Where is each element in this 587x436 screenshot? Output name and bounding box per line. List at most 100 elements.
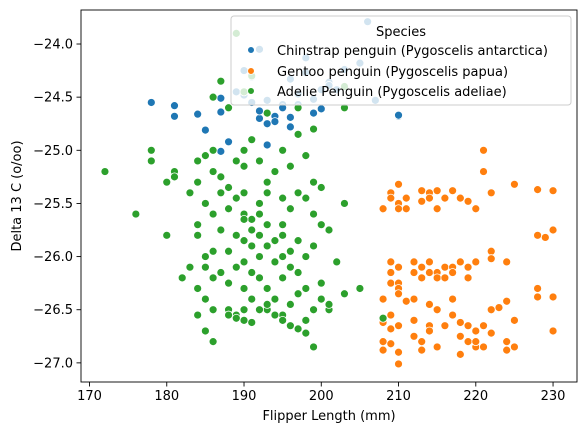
point-gentoo-63	[417, 337, 427, 347]
axes-layer: 170 180 190 200 210 220 230 −27.0 −26.5 −26.0 −25.…	[33, 9, 578, 404]
point-adelie-70	[255, 273, 264, 283]
point-gentoo-58	[394, 289, 403, 299]
point-adelie-83	[285, 262, 295, 272]
point-adelie-63	[239, 305, 249, 315]
point-gentoo-101	[502, 345, 512, 355]
point-adelie-122	[239, 315, 249, 325]
point-gentoo-10	[417, 196, 427, 206]
point-gentoo-25	[548, 186, 558, 196]
point-gentoo-2	[386, 257, 396, 267]
point-adelie-110	[185, 188, 195, 198]
point-adelie-97	[340, 289, 349, 299]
point-gentoo-49	[533, 230, 542, 240]
point-gentoo-37	[432, 273, 442, 283]
point-adelie-64	[247, 214, 257, 224]
point-gentoo-71	[455, 318, 465, 327]
point-adelie-99	[193, 310, 203, 320]
point-adelie-45	[200, 252, 210, 261]
point-adelie-128	[285, 321, 295, 331]
point-adelie-65	[247, 241, 257, 251]
point-gentoo-73	[463, 321, 473, 331]
point-adelie-135	[378, 313, 388, 323]
point-adelie-111	[193, 220, 203, 230]
point-adelie-117	[239, 214, 249, 224]
point-gentoo-62	[409, 315, 419, 325]
point-adelie-133	[324, 300, 334, 309]
point-chinstrap-39	[394, 110, 403, 120]
point-adelie-19	[262, 177, 272, 187]
y-tick-label-3: −25.5	[33, 197, 73, 212]
point-adelie-87	[293, 289, 303, 299]
point-chinstrap-12	[255, 114, 264, 123]
point-adelie-11	[208, 145, 218, 155]
point-gentoo-26	[386, 268, 396, 277]
point-adelie-17	[247, 135, 257, 145]
point-gentoo-3	[386, 193, 396, 203]
point-gentoo-35	[425, 257, 434, 267]
point-gentoo-34	[425, 268, 434, 277]
point-adelie-80	[278, 273, 288, 283]
point-adelie-29	[208, 92, 218, 102]
point-adelie-43	[193, 230, 203, 240]
point-gentoo-98	[455, 349, 465, 359]
point-adelie-52	[216, 225, 226, 235]
y-axis-label: Delta 13 C (o/oo)	[10, 140, 25, 251]
point-adelie-109	[316, 220, 326, 230]
point-gentoo-15	[440, 193, 450, 203]
point-gentoo-99	[471, 337, 481, 347]
point-adelie-79	[278, 252, 288, 261]
point-adelie-113	[208, 209, 218, 219]
point-gentoo-94	[409, 331, 419, 341]
point-gentoo-18	[455, 193, 465, 203]
point-gentoo-48	[502, 257, 512, 267]
point-adelie-55	[224, 246, 233, 256]
point-gentoo-60	[401, 296, 411, 306]
point-gentoo-42	[455, 257, 465, 267]
point-gentoo-90	[378, 345, 388, 355]
y-tick-label-2: −26.0	[33, 250, 73, 265]
point-chinstrap-30	[316, 104, 326, 114]
point-gentoo-75	[471, 326, 481, 336]
point-adelie-119	[255, 209, 264, 219]
point-gentoo-30	[409, 257, 419, 267]
legend: Species Chinstrap penguin (Pygoscelis an…	[230, 15, 572, 106]
point-gentoo-82	[502, 337, 512, 347]
x-tick-label-0: 170	[77, 389, 102, 404]
point-gentoo-89	[378, 337, 388, 347]
point-gentoo-41	[448, 268, 458, 277]
point-adelie-89	[301, 284, 311, 293]
point-gentoo-67	[432, 342, 442, 352]
y-tick-label-6: −24.0	[33, 38, 73, 53]
point-adelie-47	[200, 294, 210, 304]
point-adelie-85	[293, 236, 303, 246]
point-adelie-103	[262, 188, 272, 198]
point-gentoo-32	[417, 273, 427, 283]
point-adelie-72	[262, 241, 272, 251]
point-adelie-18	[255, 156, 264, 166]
point-gentoo-78	[486, 305, 496, 315]
point-adelie-15	[239, 145, 249, 155]
point-gentoo-80	[494, 303, 504, 313]
point-adelie-49	[208, 273, 218, 283]
point-gentoo-6	[394, 204, 403, 214]
x-axis-label: Flipper Length (mm)	[262, 409, 395, 424]
point-gentoo-47	[486, 254, 496, 264]
point-gentoo-88	[548, 326, 558, 336]
point-adelie-46	[200, 262, 210, 272]
point-adelie-102	[255, 199, 264, 208]
point-gentoo-56	[386, 324, 396, 334]
point-adelie-118	[247, 225, 257, 235]
point-adelie-30	[216, 76, 226, 86]
point-adelie-27	[316, 183, 326, 192]
point-chinstrap-41	[262, 140, 272, 150]
point-adelie-126	[270, 310, 280, 320]
point-gentoo-39	[440, 262, 450, 272]
point-adelie-129	[293, 324, 303, 334]
point-adelie-75	[270, 236, 280, 246]
point-adelie-116	[231, 193, 241, 203]
point-gentoo-45	[471, 257, 481, 267]
point-gentoo-69	[448, 310, 458, 320]
point-adelie-28	[340, 199, 349, 208]
point-chinstrap-14	[262, 119, 272, 129]
